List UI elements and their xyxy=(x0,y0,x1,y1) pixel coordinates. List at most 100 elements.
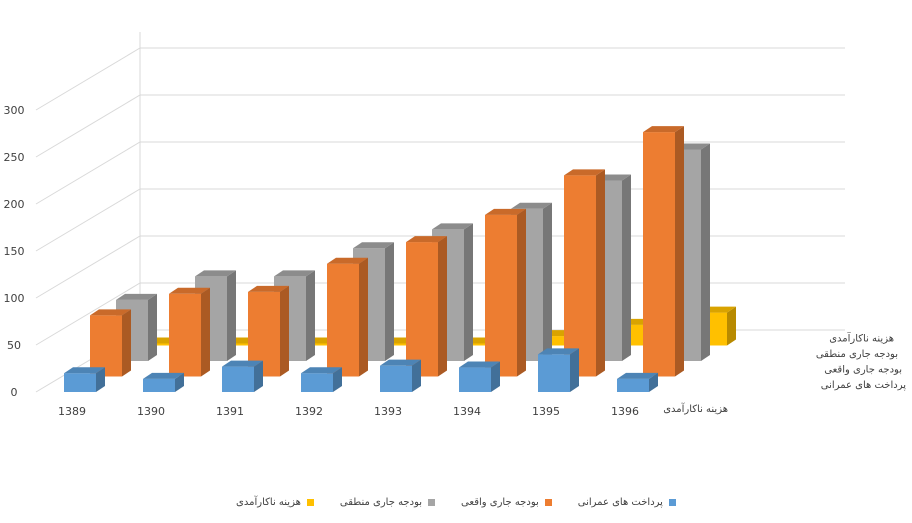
depth-tick-label: پرداخت های عمرانی xyxy=(821,380,906,391)
bar xyxy=(564,169,605,377)
bar-side xyxy=(280,285,289,377)
bar-top xyxy=(274,270,315,277)
legend-label: بودجه جاری واقعی xyxy=(461,496,539,508)
bar-front xyxy=(64,373,96,392)
depth-axis-ticks: پرداخت های عمرانی بودجه جاری واقعی بودجه ج… xyxy=(816,332,906,392)
bar-side xyxy=(596,169,605,377)
bar-top xyxy=(485,208,526,215)
bar-side xyxy=(701,143,710,361)
bar-top xyxy=(248,285,289,292)
legend-item: بودجه جاری منطقی xyxy=(339,496,436,508)
x-axis-ticks: 1389 1390 1391 1392 1393 1394 1395 1396 xyxy=(58,405,639,418)
bar-side xyxy=(464,223,473,361)
bar-front xyxy=(485,214,517,377)
y-tick-label: 150 xyxy=(4,245,25,258)
legend: پرداخت های عمرانی بودجه جاری واقعی بودجه ج… xyxy=(0,492,912,512)
bar xyxy=(643,126,684,377)
gridline xyxy=(35,94,845,158)
bar-top xyxy=(511,202,552,209)
bar-side xyxy=(96,367,105,392)
legend-label: بودجه جاری منطقی xyxy=(339,496,423,508)
legend-label: پرداخت های عمرانی xyxy=(577,496,663,508)
depth-tick-label: بودجه جاری منطقی xyxy=(816,349,898,360)
bar-side xyxy=(148,293,157,361)
bar xyxy=(301,367,342,392)
x-tick-label: 1392 xyxy=(295,405,323,418)
bar-side xyxy=(438,236,447,377)
bar-side xyxy=(622,174,631,361)
x-tick-label: 1389 xyxy=(58,405,86,418)
gridline xyxy=(35,141,845,205)
bar-side xyxy=(175,372,184,392)
bar-front xyxy=(327,263,359,377)
bar xyxy=(169,287,210,377)
y-axis-ticks: 0 50 100 150 200 250 300 xyxy=(4,104,25,399)
bar-top xyxy=(406,236,447,243)
bar-front xyxy=(221,343,253,346)
bar-front xyxy=(406,242,438,377)
bar-front xyxy=(143,378,175,392)
legend-item: بودجه جاری واقعی xyxy=(461,497,552,508)
bar-top xyxy=(564,169,605,176)
gridline xyxy=(35,47,845,111)
bar-top xyxy=(380,359,421,366)
y-tick-label: 300 xyxy=(4,104,25,117)
bar xyxy=(222,360,263,392)
bar-side xyxy=(201,287,210,377)
bar-front xyxy=(300,343,332,346)
bar-side xyxy=(491,361,500,392)
bar-front xyxy=(169,293,201,377)
bar-top xyxy=(90,309,131,316)
y-tick-label: 200 xyxy=(4,198,25,211)
x-tick-label: 1395 xyxy=(532,405,560,418)
depth-axis-title-group: هزینه ناکارآمدی xyxy=(663,402,728,415)
bar-top xyxy=(195,270,236,277)
depth-tick-label: هزینه ناکارآمدی xyxy=(829,332,894,345)
bar-side xyxy=(333,367,342,392)
bar-top xyxy=(432,223,473,230)
bar xyxy=(406,236,447,377)
y-tick-label: 100 xyxy=(4,292,25,305)
depth-tick-label: بودجه جاری واقعی xyxy=(824,365,902,376)
bar-top xyxy=(327,257,368,264)
bar-top xyxy=(169,287,210,294)
bar-side xyxy=(570,348,579,392)
bar-side xyxy=(122,309,131,377)
bar-top xyxy=(64,367,105,374)
bar-side xyxy=(306,270,315,361)
bar-front xyxy=(380,365,412,392)
bar-top xyxy=(617,372,658,379)
legend-swatch xyxy=(544,498,552,506)
x-tick-label: 1394 xyxy=(453,405,481,418)
bar-front xyxy=(301,373,333,392)
bar-top xyxy=(538,348,579,355)
bar xyxy=(617,372,658,392)
bar-front xyxy=(90,315,122,377)
y-tick-label: 50 xyxy=(7,339,21,352)
y-tick-label: 250 xyxy=(4,151,25,164)
bar-side xyxy=(227,270,236,361)
legend-swatch xyxy=(668,498,676,506)
bar-side xyxy=(359,257,368,377)
bar-front xyxy=(643,132,675,377)
bar-side xyxy=(385,242,394,361)
bar-top xyxy=(353,242,394,249)
bar-top xyxy=(143,372,184,379)
bar-front xyxy=(222,366,254,392)
bar-front xyxy=(142,343,174,346)
bar-top xyxy=(301,367,342,374)
bar xyxy=(380,359,421,392)
bar-series xyxy=(64,126,736,392)
x-tick-label: 1396 xyxy=(611,405,639,418)
depth-axis-title: هزینه ناکارآمدی xyxy=(663,402,728,415)
legend-swatch xyxy=(306,498,314,506)
bar-side xyxy=(649,372,658,392)
bar-top xyxy=(116,293,157,300)
bar-side xyxy=(517,208,526,377)
bar-side xyxy=(727,306,736,346)
bar-side xyxy=(254,360,263,392)
bar-front xyxy=(537,336,569,346)
bar xyxy=(485,208,526,377)
bar xyxy=(327,257,368,377)
